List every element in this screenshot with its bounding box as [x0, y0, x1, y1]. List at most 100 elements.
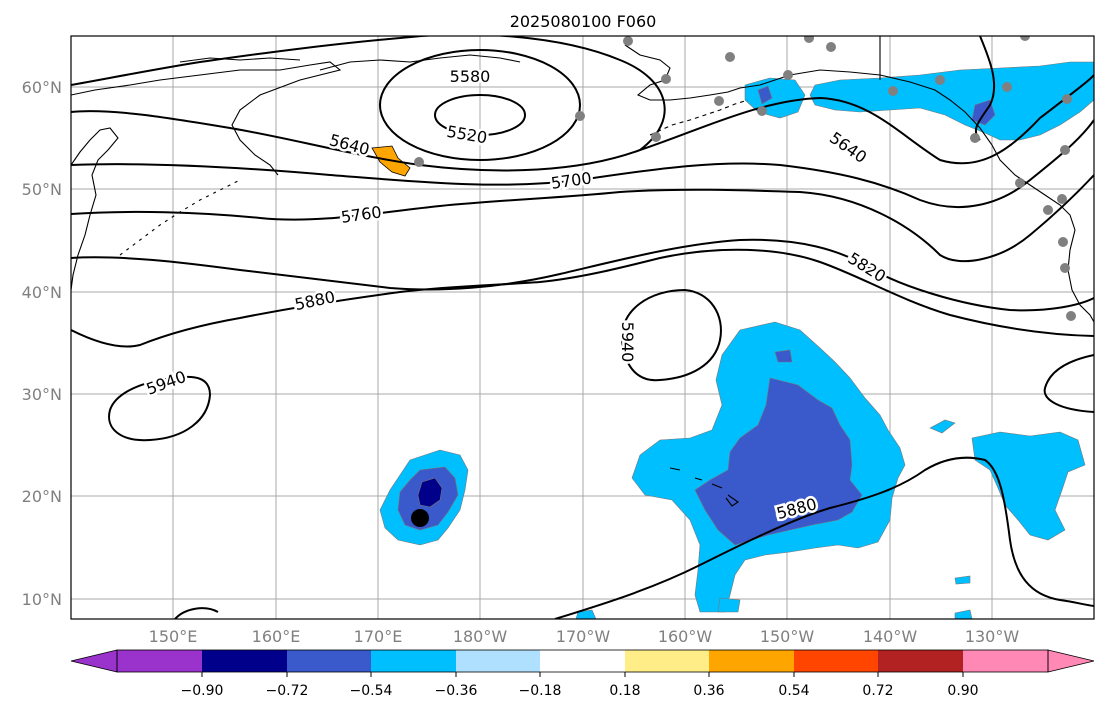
station-dot [1002, 82, 1012, 92]
x-tick-label: 170°E [354, 627, 403, 646]
storm-center-marker [411, 509, 429, 527]
x-axis-labels: 150°E 160°E 170°E 180°W 170°W 160°W 150°… [149, 627, 1020, 646]
shade-region-eastpac [971, 431, 1086, 541]
map-border [70, 35, 1095, 620]
shade-region-storm-dark [417, 477, 443, 508]
coast-alaska-south [739, 69, 1076, 231]
colorbar-tick-label: −0.72 [266, 683, 309, 699]
coast-kamchatka-north [179, 57, 301, 63]
colorbar-cell [794, 650, 878, 672]
station-dot [826, 42, 836, 52]
station-dot [725, 52, 735, 62]
colorbar-cell [287, 650, 371, 672]
x-tick-label: 160°W [658, 627, 713, 646]
shade-region-small-b [954, 609, 973, 619]
colorbar-tick-label: 0.72 [862, 683, 893, 699]
station-dot [1062, 94, 1072, 104]
station-dot [414, 157, 424, 167]
x-tick-label: 160°E [252, 627, 301, 646]
colorbar-outline [116, 649, 1049, 673]
shade-region-hawaii-dot [774, 349, 793, 363]
colorbar-cell [371, 650, 456, 672]
x-tick-label: 140°W [863, 627, 918, 646]
station-dot [757, 106, 767, 116]
x-tick-label: 180°W [453, 627, 508, 646]
contour-5640-ring [974, 36, 996, 141]
contour-5640-east [639, 74, 1094, 165]
station-dot [1060, 145, 1070, 155]
colorbar-extend-high [1047, 649, 1095, 673]
coast-na-west [1067, 229, 1094, 323]
colorbar-tick-label: 0.54 [778, 683, 809, 699]
colorbar-tick-label: −0.54 [350, 683, 393, 699]
contour-5880-south [554, 456, 1094, 619]
colorbar-cells [117, 650, 1048, 672]
station-dot [888, 86, 898, 96]
station-dot [1020, 36, 1030, 41]
coast-alaska-west [624, 44, 741, 101]
colorbar-tick-label: −0.18 [519, 683, 562, 699]
station-dot [1058, 237, 1068, 247]
coast-aleutians [649, 99, 749, 136]
contour-5640-west [71, 36, 666, 172]
shade-region-small-a [954, 575, 971, 585]
station-dot [783, 70, 793, 80]
coast-okhotsk [71, 127, 119, 291]
contour-5700 [71, 119, 1094, 209]
contour-south-fragment [174, 607, 219, 619]
y-tick-label: 40°N [22, 283, 62, 302]
station-dot [1060, 263, 1070, 273]
x-tick-label: 130°W [965, 627, 1020, 646]
station-dot [935, 75, 945, 85]
colorbar-extend-low [70, 649, 118, 673]
contour-label-5940-central: 5940 [618, 322, 637, 363]
contour-5580 [379, 49, 581, 161]
shade-region-eastpac-small [929, 419, 956, 434]
y-tick-label: 50°N [22, 180, 62, 199]
contour-5880-east [1043, 354, 1094, 413]
contour-5940-west [108, 376, 212, 442]
colorbar-cell [878, 650, 963, 672]
station-dot [804, 36, 814, 43]
y-axis-labels: 10°N 20°N 30°N 40°N 50°N 60°N [22, 78, 62, 609]
map-title: 2025080100 F060 [510, 12, 657, 31]
colorbar-tick-label: −0.90 [181, 683, 224, 699]
station-dot [651, 132, 661, 142]
shade-region-hawaii-tail [717, 597, 741, 613]
contour-5820 [71, 238, 1094, 312]
colorbar-tick-labels: −0.90 −0.72 −0.54 −0.36 −0.18 0.18 0.36 0.54 0.7… [181, 672, 979, 699]
colorbar-tick-label: 0.18 [609, 683, 640, 699]
station-dot [623, 36, 633, 46]
y-tick-label: 60°N [22, 78, 62, 97]
y-tick-label: 10°N [22, 590, 62, 609]
colorbar: −0.90 −0.72 −0.54 −0.36 −0.18 0.18 0.36 0.54 0.7… [70, 649, 1095, 699]
x-tick-label: 170°W [556, 627, 611, 646]
contour-5880-north [71, 248, 1094, 348]
station-dot [1015, 178, 1025, 188]
colorbar-tick-label: 0.36 [693, 683, 724, 699]
contour-5760 [71, 174, 1094, 263]
colorbar-cell [117, 650, 202, 672]
contour-label-5580: 5580 [450, 67, 491, 86]
contour-5520 [434, 94, 526, 136]
coastlines [71, 36, 1094, 507]
colorbar-tick-label: 0.90 [947, 683, 978, 699]
contour-5940-central [620, 288, 722, 382]
station-dot [575, 111, 585, 121]
station-markers [414, 36, 1076, 321]
station-dot [1066, 311, 1076, 321]
x-tick-label: 150°E [149, 627, 198, 646]
shade-region-alaska-west-mid [757, 85, 773, 105]
station-dot [661, 74, 671, 84]
station-dot [1043, 205, 1053, 215]
x-tick-label: 150°W [760, 627, 815, 646]
station-dot [1057, 194, 1067, 204]
colorbar-cell [202, 650, 287, 672]
y-tick-label: 30°N [22, 385, 62, 404]
colorbar-cell [709, 650, 794, 672]
colorbar-cell [456, 650, 540, 672]
height-contours [71, 36, 1094, 619]
colorbar-tick-label: −0.36 [435, 683, 478, 699]
